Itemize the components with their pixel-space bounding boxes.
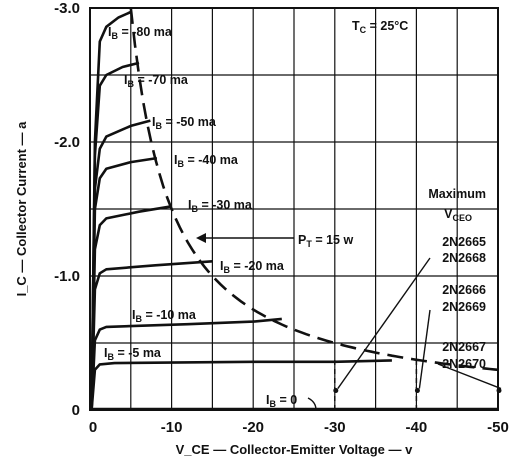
- power-label: PT = 15 w: [298, 233, 353, 249]
- y-tick-label: 0: [72, 402, 80, 419]
- annotations: IB = -80 ma IB = -70 ma IB = -50 ma IB = -4…: [104, 25, 502, 411]
- ib-curve: [90, 317, 282, 411]
- device-label: 2N2666: [442, 283, 486, 297]
- tick-labels: 0 -10 -20 -30 -40 -50 0 -1.0 -2.0 -3.0: [54, 0, 509, 436]
- y-axis-label: I_C — Collector Current — a: [14, 121, 29, 297]
- x-tick-label: -30: [324, 419, 346, 436]
- ib-curve-label: IB = -40 ma: [174, 153, 239, 169]
- ib-curve-label: IB = -10 ma: [132, 308, 197, 324]
- plot-frame: [89, 7, 499, 411]
- ib-curve: [90, 260, 213, 411]
- y-tick-label: -2.0: [54, 134, 80, 151]
- ib-zero-arrow: [307, 397, 317, 411]
- x-axis-label: V_CE — Collector-Emitter Voltage — v: [176, 442, 413, 457]
- device-label: 2N2669: [442, 300, 486, 314]
- x-tick-label: 0: [89, 419, 97, 436]
- ib-curve-label: IB = -20 ma: [220, 259, 285, 275]
- x-tick-label: -10: [161, 419, 183, 436]
- ib-curve: [90, 359, 392, 411]
- device-arrow: [437, 363, 502, 390]
- ib-curve: [90, 205, 172, 411]
- ib-curve-label: IB = -80 ma: [108, 25, 173, 41]
- power-hyperbola: [129, 7, 499, 372]
- y-tick-label: -3.0: [54, 0, 80, 17]
- device-label: 2N2670: [442, 357, 486, 371]
- power-label-arrowhead: [196, 233, 206, 243]
- device-arrow: [418, 309, 431, 389]
- device-arrowhead: [414, 388, 420, 394]
- y-tick-label: -1.0: [54, 268, 80, 285]
- ib-zero-label: IB = 0: [266, 393, 297, 409]
- max-vceo-subheading: VCEO: [444, 207, 472, 223]
- device-label: 2N2668: [442, 251, 486, 265]
- x-tick-label: -40: [406, 419, 428, 436]
- ib-curve-label: IB = -30 ma: [188, 198, 253, 214]
- device-label: 2N2665: [442, 235, 486, 249]
- x-tick-label: -20: [242, 419, 264, 436]
- temperature-condition: TC = 25°C: [352, 19, 408, 35]
- device-arrowhead: [333, 388, 339, 394]
- device-label: 2N2667: [442, 340, 486, 354]
- x-tick-label: -50: [487, 419, 509, 436]
- max-vceo-heading: Maximum: [428, 187, 486, 201]
- ib-curve-label: IB = -5 ma: [104, 346, 162, 362]
- ib-curve-label: IB = -50 ma: [152, 115, 217, 131]
- device-arrow: [337, 257, 431, 389]
- ib-curve: [90, 156, 158, 411]
- ib-curve-label: IB = -70 ma: [124, 73, 189, 89]
